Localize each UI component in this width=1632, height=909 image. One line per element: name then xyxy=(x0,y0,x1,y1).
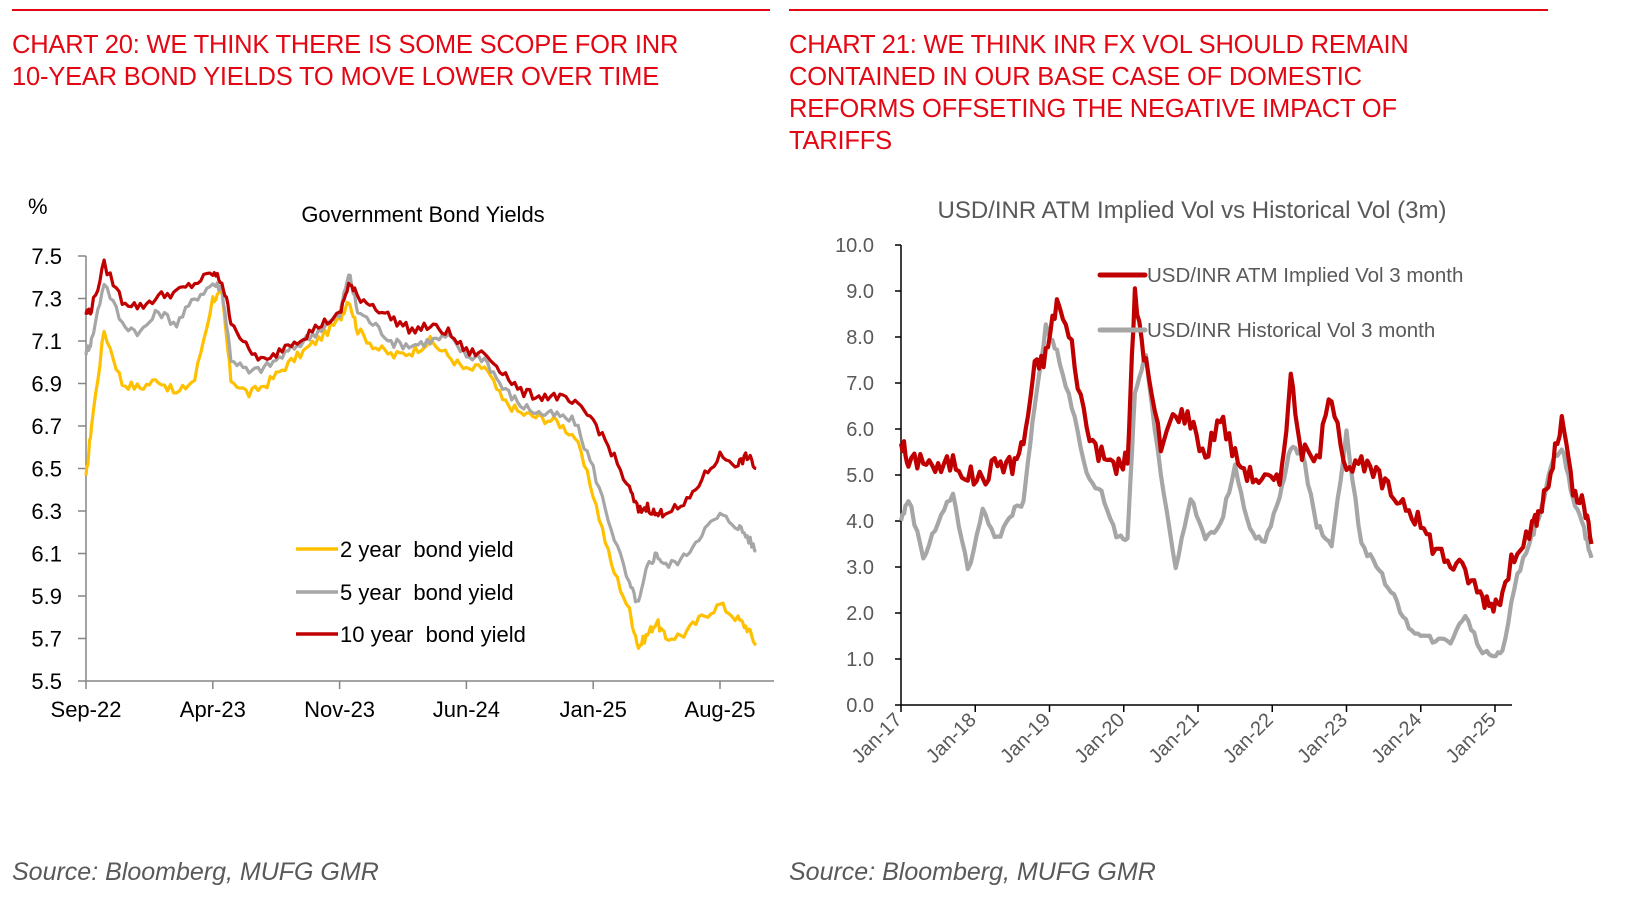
y-tick-label: 6.9 xyxy=(31,372,62,397)
y-tick-label: 10.0 xyxy=(835,235,874,257)
legend-label: USD/INR Historical Vol 3 month xyxy=(1147,319,1435,342)
chart-21-heading: CHART 21: WE THINK INR FX VOL SHOULD REM… xyxy=(789,29,1569,157)
x-tick-label: Jan-25 xyxy=(560,697,627,722)
x-tick-label: Jan-20 xyxy=(1070,709,1129,768)
x-tick-label: Nov-23 xyxy=(304,697,375,722)
legend: USD/INR ATM Implied Vol 3 month USD/INR H… xyxy=(1097,264,1463,342)
chart-20-heading: CHART 20: WE THINK THERE IS SOME SCOPE F… xyxy=(12,29,772,93)
y-tick-label: 7.3 xyxy=(31,287,62,312)
series-5-year-bond-yield xyxy=(84,273,757,604)
legend-label: 10 year bond yield xyxy=(340,622,526,647)
y-tick-label: 6.3 xyxy=(31,499,62,524)
x-tick-label: Jan-25 xyxy=(1442,709,1501,768)
y-tick-label: 8.0 xyxy=(846,327,874,349)
x-tick-label: Jan-24 xyxy=(1367,709,1426,768)
y-axis-unit-label: % xyxy=(28,194,48,219)
x-tick-label: Jan-17 xyxy=(848,709,907,768)
series-usdinr-historical-vol xyxy=(898,322,1594,659)
chart-21-heading-line-2: CONTAINED IN OUR BASE CASE OF DOMESTIC xyxy=(789,63,1362,91)
usdinr-vol-chart: USD/INR ATM Implied Vol vs Historical Vo… xyxy=(835,197,1594,768)
chart-21-heading-line-3: REFORMS OFFSETING THE NEGATIVE IMPACT OF xyxy=(789,95,1397,123)
y-tick-label: 6.5 xyxy=(31,457,62,482)
x-tick-label: Jan-19 xyxy=(996,709,1055,768)
x-tick-label: Jan-22 xyxy=(1219,709,1278,768)
y-tick-label: 5.9 xyxy=(31,584,62,609)
left-header-rule xyxy=(12,9,770,11)
right-source-note: Source: Bloomberg, MUFG GMR xyxy=(789,858,1156,886)
legend-label: 2 year bond yield xyxy=(340,537,514,562)
legend-label: USD/INR ATM Implied Vol 3 month xyxy=(1147,264,1463,287)
y-tick-label: 1.0 xyxy=(846,649,874,671)
y-tick-label: 7.1 xyxy=(31,329,62,354)
series-usdinr-atm-implied-vol xyxy=(898,286,1594,614)
x-tick-label: Jan-23 xyxy=(1293,709,1352,768)
y-tick-label: 7.0 xyxy=(846,373,874,395)
series-lines xyxy=(84,258,758,650)
x-tick-label: Jan-21 xyxy=(1145,709,1204,768)
series-2-year-bond-yield xyxy=(84,289,758,650)
y-tick-label: 6.7 xyxy=(31,414,62,439)
x-tick-label: Apr-23 xyxy=(180,697,246,722)
x-tick-label: Jan-18 xyxy=(922,709,981,768)
x-tick-label: Aug-25 xyxy=(685,697,756,722)
legend: 2 year bond yield 5 year bond yield 10 yea… xyxy=(296,537,526,647)
chart-21-heading-line-1: CHART 21: WE THINK INR FX VOL SHOULD REM… xyxy=(789,31,1409,59)
chart-title: Government Bond Yields xyxy=(301,202,544,227)
y-tick-label: 6.0 xyxy=(846,419,874,441)
y-tick-label: 5.0 xyxy=(846,465,874,487)
chart-20-heading-line-2: 10-YEAR BOND YIELDS TO MOVE LOWER OVER T… xyxy=(12,63,660,91)
y-tick-label: 5.5 xyxy=(31,669,62,694)
y-tick-label: 4.0 xyxy=(846,511,874,533)
y-tick-label: 6.1 xyxy=(31,542,62,567)
y-tick-label: 2.0 xyxy=(846,603,874,625)
y-tick-label: 7.5 xyxy=(31,244,62,269)
series-10-year-bond-yield xyxy=(84,258,757,519)
x-tick-label: Sep-22 xyxy=(51,697,122,722)
axes: 7.5 7.3 7.1 6.9 6.7 6.5 6.3 6.1 5.9 5.7 5.5 Sep-22 A… xyxy=(31,244,774,722)
bond-yields-chart: % Government Bond Yields 7.5 7.3 7.1 6.9 6.7… xyxy=(28,194,774,722)
right-header-rule xyxy=(789,9,1548,11)
chart-20-heading-line-1: CHART 20: WE THINK THERE IS SOME SCOPE F… xyxy=(12,31,679,59)
y-tick-label: 5.7 xyxy=(31,627,62,652)
legend-label: 5 year bond yield xyxy=(340,580,514,605)
left-source-note: Source: Bloomberg, MUFG GMR xyxy=(12,858,379,886)
axes: 10.0 9.0 8.0 7.0 6.0 5.0 4.0 3.0 2.0 1.0 0.0Jan-17… xyxy=(835,235,1512,768)
y-tick-label: 0.0 xyxy=(846,695,874,717)
chart-21-heading-line-4: TARIFFS xyxy=(789,127,892,155)
x-tick-label: Jun-24 xyxy=(433,697,500,722)
chart-title: USD/INR ATM Implied Vol vs Historical Vo… xyxy=(937,197,1446,224)
y-tick-label: 3.0 xyxy=(846,557,874,579)
y-tick-label: 9.0 xyxy=(846,281,874,303)
series-lines xyxy=(898,286,1594,659)
